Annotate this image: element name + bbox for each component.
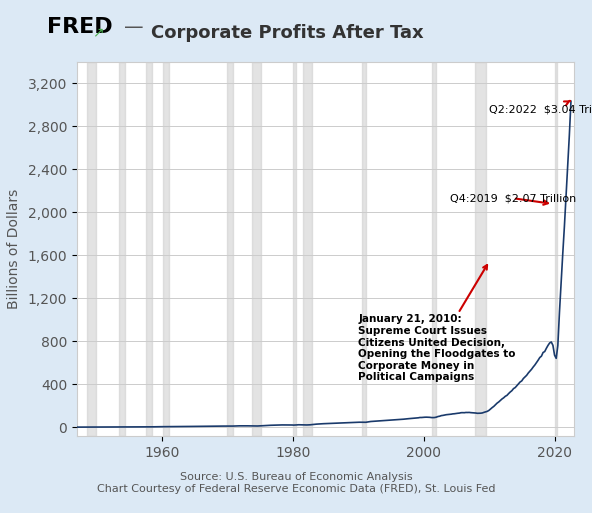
Bar [432, 62, 436, 436]
Bar [293, 62, 296, 436]
Y-axis label: Billions of Dollars: Billions of Dollars [7, 189, 21, 309]
Bar [555, 62, 557, 436]
Text: Source: U.S. Bureau of Economic Analysis: Source: U.S. Bureau of Economic Analysis [180, 471, 412, 482]
Bar [163, 62, 169, 436]
Bar [303, 62, 312, 436]
Text: —: — [124, 18, 144, 37]
Text: ↗: ↗ [92, 25, 104, 39]
Text: Corporate Profits After Tax: Corporate Profits After Tax [151, 24, 424, 43]
Text: Q2:2022  $3.04 Trillion: Q2:2022 $3.04 Trillion [489, 101, 592, 115]
Bar [227, 62, 233, 436]
Text: FRED: FRED [47, 17, 113, 37]
Bar [88, 62, 96, 436]
Bar [146, 62, 152, 436]
Text: January 21, 2010:
Supreme Court Issues
Citizens United Decision,
Opening the Flo: January 21, 2010: Supreme Court Issues C… [358, 265, 516, 383]
Text: Q4:2019  $2.07 Trillion: Q4:2019 $2.07 Trillion [450, 193, 576, 205]
Bar [475, 62, 486, 436]
Bar [362, 62, 366, 436]
Bar [119, 62, 126, 436]
Bar [252, 62, 262, 436]
Text: Chart Courtesy of Federal Reserve Economic Data (FRED), St. Louis Fed: Chart Courtesy of Federal Reserve Econom… [96, 484, 496, 495]
